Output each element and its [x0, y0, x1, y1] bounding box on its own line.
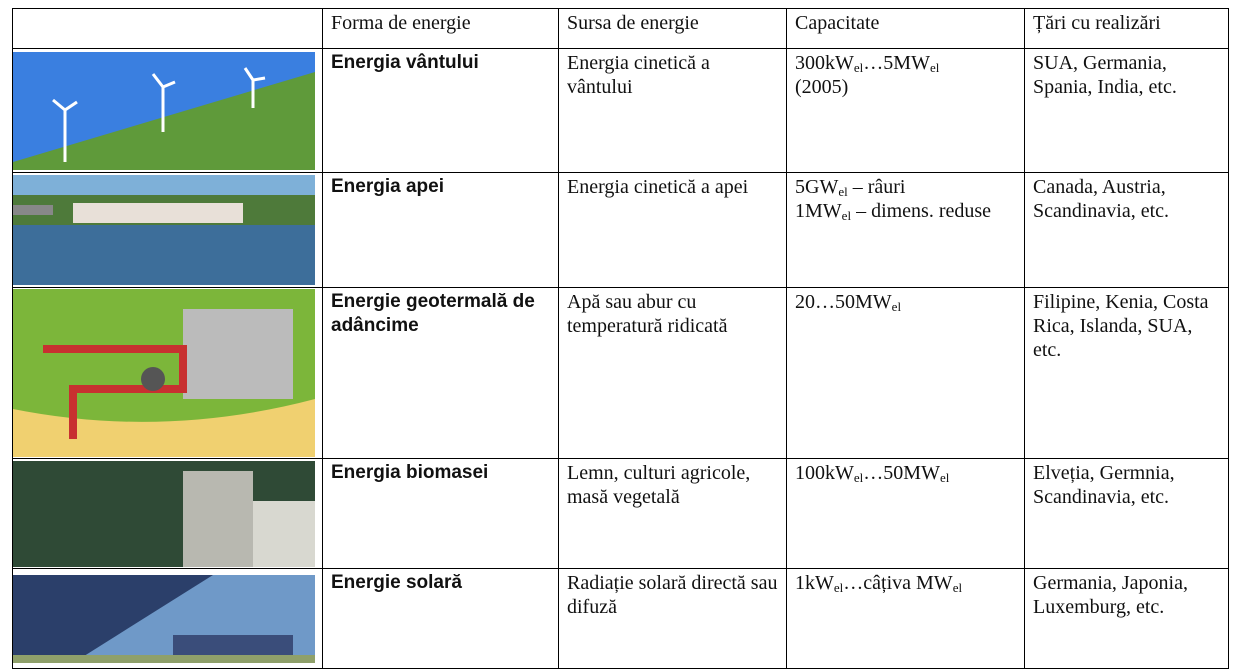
table-row: Energia vântului Energia cinetică a vântu…	[12, 48, 1229, 173]
table-row: Energia biomasei Lemn, culturi agricole, …	[12, 458, 1229, 569]
source-cell: Energia cinetică a apei	[558, 172, 787, 288]
source-cell: Energia cinetică a vântului	[558, 48, 787, 173]
countries-cell: Canada, Austria, Scandinavia, etc.	[1024, 172, 1229, 288]
capacity-text: – dimens. reduse	[851, 200, 992, 222]
capacity-text: 5GW	[795, 176, 839, 198]
subscript: el	[853, 60, 864, 75]
capacity-text: 1kW	[795, 572, 834, 594]
capacity-text: – râuri	[847, 176, 906, 198]
capacity-cell: 5GWel – râuri 1MWel – dimens. reduse	[786, 172, 1025, 288]
table-row: Energia apei Energia cinetică a apei 5GWel…	[12, 172, 1229, 288]
source-cell: Radiație solară directă sau difuză	[558, 568, 787, 669]
subscript: el	[841, 208, 852, 223]
countries-cell: Germania, Japonia, Luxemburg, etc.	[1024, 568, 1229, 669]
capacity-text: 20…50MW	[795, 291, 892, 313]
subscript: el	[853, 470, 864, 485]
capacity-line: (2005)	[795, 75, 1016, 99]
header-row: Forma de energie Sursa de energie Capaci…	[12, 8, 1229, 49]
form-cell: Energie solară	[322, 568, 559, 669]
capacity-text: …câțiva MW	[843, 572, 953, 594]
source-cell: Apă sau abur cu temperatură ridicată	[558, 287, 787, 459]
capacity-text: 100kW	[795, 462, 854, 484]
image-cell	[12, 287, 323, 459]
capacity-line: 20…50MWel	[795, 290, 1016, 314]
countries-cell: Filipine, Kenia, Costa Rica, Islanda, SU…	[1024, 287, 1229, 459]
header-cell: Țări cu realizări	[1024, 8, 1229, 49]
table-row: Energie solară Radiație solară directă sa…	[12, 568, 1229, 669]
source-cell: Lemn, culturi agricole, masă vegetală	[558, 458, 787, 569]
subscript: el	[952, 580, 963, 595]
image-cell	[12, 48, 323, 173]
capacity-line: 300kWel…5MWel	[795, 51, 1016, 75]
form-cell: Energia vântului	[322, 48, 559, 173]
header-cell: Capacitate	[786, 8, 1025, 49]
solar-image	[13, 574, 315, 663]
capacity-cell: 1kWel…câțiva MWel	[786, 568, 1025, 669]
capacity-cell: 300kWel…5MWel (2005)	[786, 48, 1025, 173]
capacity-line: 5GWel – râuri	[795, 175, 1016, 199]
countries-cell: Elveția, Germnia, Scandinavia, etc.	[1024, 458, 1229, 569]
form-cell: Energie geotermală de adâncime	[322, 287, 559, 459]
capacity-text: …50MW	[863, 462, 940, 484]
biomass-image	[13, 460, 315, 567]
energy-table: Forma de energie Sursa de energie Capaci…	[12, 8, 1229, 669]
wind-image	[13, 51, 315, 170]
form-cell: Energia apei	[322, 172, 559, 288]
capacity-line: 1kWel…câțiva MWel	[795, 571, 1016, 595]
header-cell	[12, 8, 323, 49]
hydro-image	[13, 175, 315, 285]
capacity-cell: 100kWel…50MWel	[786, 458, 1025, 569]
capacity-line: 1MWel – dimens. reduse	[795, 199, 1016, 223]
subscript: el	[929, 60, 940, 75]
countries-cell: SUA, Germania, Spania, India, etc.	[1024, 48, 1229, 173]
subscript: el	[891, 299, 902, 314]
capacity-text: …5MW	[863, 52, 930, 74]
capacity-line: 100kWel…50MWel	[795, 461, 1016, 485]
capacity-text: 300kW	[795, 52, 854, 74]
image-cell	[12, 458, 323, 569]
subscript: el	[939, 470, 950, 485]
form-cell: Energia biomasei	[322, 458, 559, 569]
image-cell	[12, 568, 323, 669]
geothermal-image	[13, 289, 315, 457]
table-body: Forma de energie Sursa de energie Capaci…	[12, 8, 1229, 669]
header-cell: Forma de energie	[322, 8, 559, 49]
image-cell	[12, 172, 323, 288]
capacity-text: (2005)	[795, 76, 849, 98]
subscript: el	[833, 580, 844, 595]
capacity-cell: 20…50MWel	[786, 287, 1025, 459]
header-cell: Sursa de energie	[558, 8, 787, 49]
subscript: el	[838, 184, 848, 199]
capacity-text: 1MW	[795, 200, 842, 222]
table-row: Energie geotermală de adâncime Apă sau ab…	[12, 287, 1229, 459]
